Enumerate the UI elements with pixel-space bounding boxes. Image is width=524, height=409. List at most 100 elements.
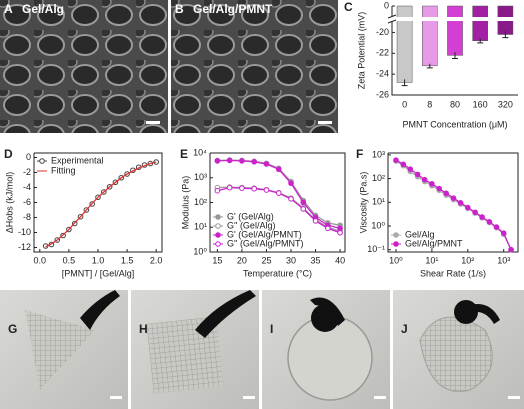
photo <box>262 290 390 409</box>
data-point <box>275 190 282 196</box>
x-tick-label: 10¹ <box>425 255 438 265</box>
x-tick-label: 80 <box>450 99 460 109</box>
error-bar <box>502 31 509 39</box>
y-tick-label: -6 <box>23 197 31 207</box>
legend-marker <box>215 214 221 220</box>
y-tick-label: 10² <box>372 173 385 183</box>
data-point <box>472 209 478 216</box>
y-tick-label: -12 <box>18 242 31 252</box>
data-point <box>325 225 331 232</box>
panel-letter: F <box>356 147 363 161</box>
data-point <box>436 185 443 192</box>
legend-label: Experimental <box>51 155 104 165</box>
data-point <box>263 161 270 167</box>
y-tick-label: -4 <box>23 182 31 192</box>
x-axis-label: Temperature (°C) <box>243 268 312 278</box>
error-bar <box>452 52 458 59</box>
error-bar <box>401 79 408 87</box>
legend-label: G' (Gel/Alg) <box>227 211 274 221</box>
data-point <box>508 246 514 253</box>
data-point <box>288 196 294 202</box>
x-tick-label: 25 <box>261 255 271 265</box>
x-tick-label: 0 <box>402 99 407 109</box>
panel-letter: A <box>4 2 13 16</box>
y-tick-label: -10 <box>18 227 31 237</box>
panel-letter: D <box>4 147 13 161</box>
y-axis-label: Modulus (Pa) <box>180 176 190 230</box>
sem-image <box>0 0 168 133</box>
data-point <box>457 200 464 206</box>
y-tick-label: 10⁰ <box>371 220 385 230</box>
x-tick-label: 20 <box>237 255 247 265</box>
series-line <box>45 161 157 248</box>
y-tick-label: 0 <box>384 0 389 10</box>
photo <box>0 290 128 409</box>
data-point <box>429 181 435 187</box>
data-point <box>486 219 493 225</box>
bar <box>421 5 438 67</box>
legend-label: Fitting <box>51 165 76 175</box>
panel-letter: E <box>180 147 188 161</box>
y-tick-label: 10⁻¹ <box>367 244 385 254</box>
y-tick-label: -8 <box>23 212 31 222</box>
axis <box>387 152 519 253</box>
data-point <box>443 190 449 197</box>
legend-label: Gel/Alg/PMNT <box>405 238 463 248</box>
data-point <box>414 171 421 178</box>
image-label: Gel/Alg <box>22 2 64 16</box>
scale-bar <box>318 121 332 124</box>
legend-label: Gel/Alg <box>405 229 435 239</box>
x-tick-label: 15 <box>212 255 222 265</box>
y-tick-label: 0 <box>26 152 31 162</box>
y-tick-label: 10⁰ <box>193 246 207 256</box>
photo <box>131 290 259 409</box>
data-point <box>288 180 294 187</box>
legend-marker <box>39 158 45 164</box>
data-point <box>263 187 270 193</box>
panel-letter: H <box>139 322 148 336</box>
error-bar <box>426 63 433 69</box>
y-tick-label: -22 <box>376 48 389 58</box>
data-point <box>393 157 399 163</box>
x-axis-label: PMNT Concentration (μM) <box>402 119 507 129</box>
y-tick-label: 10¹ <box>194 222 207 232</box>
panel-letter: I <box>270 322 273 336</box>
x-tick-label: 10³ <box>497 255 510 265</box>
y-tick-label: 10² <box>194 197 207 207</box>
panel-letter: G <box>8 322 17 336</box>
data-point <box>214 158 221 164</box>
data-point <box>464 204 471 211</box>
axis <box>209 152 346 253</box>
panel-letter: C <box>344 0 353 14</box>
x-tick-label: 40 <box>335 255 345 265</box>
panel-letter: J <box>401 322 408 336</box>
legend-label: G'' (Gel/Alg/PMNT) <box>227 238 303 248</box>
legend-marker <box>215 232 221 238</box>
data-point <box>300 206 307 212</box>
sem-image <box>171 0 338 133</box>
x-tick-label: 8 <box>427 99 432 109</box>
error-bar <box>477 38 484 44</box>
bar <box>472 5 489 42</box>
axis-break <box>388 17 518 21</box>
x-tick-label: 1.0 <box>92 255 105 265</box>
x-tick-label: 10⁰ <box>389 255 403 265</box>
axis <box>33 152 163 253</box>
x-tick-label: 0.0 <box>34 255 47 265</box>
legend-marker <box>393 232 399 238</box>
scale-bar <box>146 121 160 124</box>
data-point <box>251 185 257 192</box>
data-point <box>407 166 414 172</box>
legend-marker <box>215 241 221 247</box>
y-tick-label: -2 <box>23 167 31 177</box>
legend-marker <box>393 241 399 247</box>
panel-letter: B <box>175 2 184 16</box>
data-point <box>450 195 457 201</box>
bar <box>447 5 463 56</box>
data-point <box>493 224 500 230</box>
x-tick-label: 320 <box>498 99 513 109</box>
data-point <box>226 184 233 191</box>
x-axis-label: [PMNT] / [Gel/Alg] <box>62 268 135 278</box>
legend-label: G'' (Gel/Alg) <box>227 220 275 230</box>
